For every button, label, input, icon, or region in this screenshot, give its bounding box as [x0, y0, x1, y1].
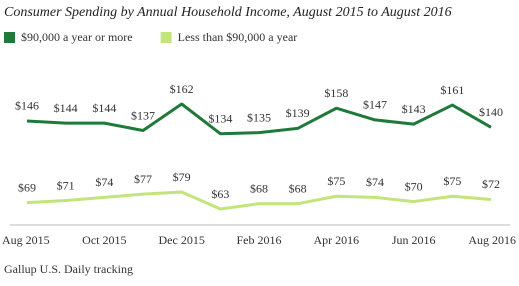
- data-label: $70: [405, 179, 423, 193]
- data-label: $161: [440, 83, 464, 97]
- legend-swatch: [4, 32, 15, 43]
- x-tick-label: Oct 2015: [82, 233, 126, 247]
- series-line: [26, 190, 492, 211]
- data-label: $74: [366, 175, 384, 189]
- x-tick-label: Feb 2016: [237, 233, 282, 247]
- data-label: $63: [211, 187, 229, 201]
- x-tick-label: Apr 2016: [313, 233, 359, 247]
- data-label: $135: [247, 110, 271, 124]
- data-label: $144: [54, 101, 78, 115]
- legend-label: $90,000 a year or more: [21, 30, 133, 44]
- data-label: $77: [134, 172, 152, 186]
- x-tick-label: Jun 2016: [392, 233, 436, 247]
- data-label: $144: [92, 101, 116, 115]
- series-line: [26, 102, 492, 136]
- data-label: $134: [208, 111, 232, 125]
- data-label: $68: [250, 181, 268, 195]
- data-label: $79: [173, 170, 191, 184]
- x-tick-label: Aug 2015: [2, 233, 50, 247]
- data-label: $146: [15, 99, 39, 113]
- data-label: $162: [170, 82, 194, 96]
- data-label: $143: [402, 102, 426, 116]
- data-label: $158: [324, 86, 348, 100]
- data-label: $147: [363, 98, 387, 112]
- data-label: $75: [327, 174, 345, 188]
- data-label: $139: [286, 106, 310, 120]
- data-label: $68: [289, 181, 307, 195]
- legend-swatch: [160, 32, 172, 43]
- source: Gallup U.S. Daily tracking: [4, 262, 133, 276]
- data-label: $75: [443, 174, 461, 188]
- data-label: $74: [95, 175, 113, 189]
- chart-title: Consumer Spending by Annual Household In…: [4, 5, 452, 20]
- data-label: $69: [18, 180, 36, 194]
- legend-label: Less than $90,000 a year: [178, 30, 298, 44]
- data-label: $137: [131, 108, 155, 122]
- data-label: $71: [57, 178, 75, 192]
- x-tick-label: Dec 2015: [159, 233, 205, 247]
- data-label: $140: [479, 105, 503, 119]
- x-tick-label: Aug 2016: [468, 233, 516, 247]
- data-label: $72: [482, 177, 500, 191]
